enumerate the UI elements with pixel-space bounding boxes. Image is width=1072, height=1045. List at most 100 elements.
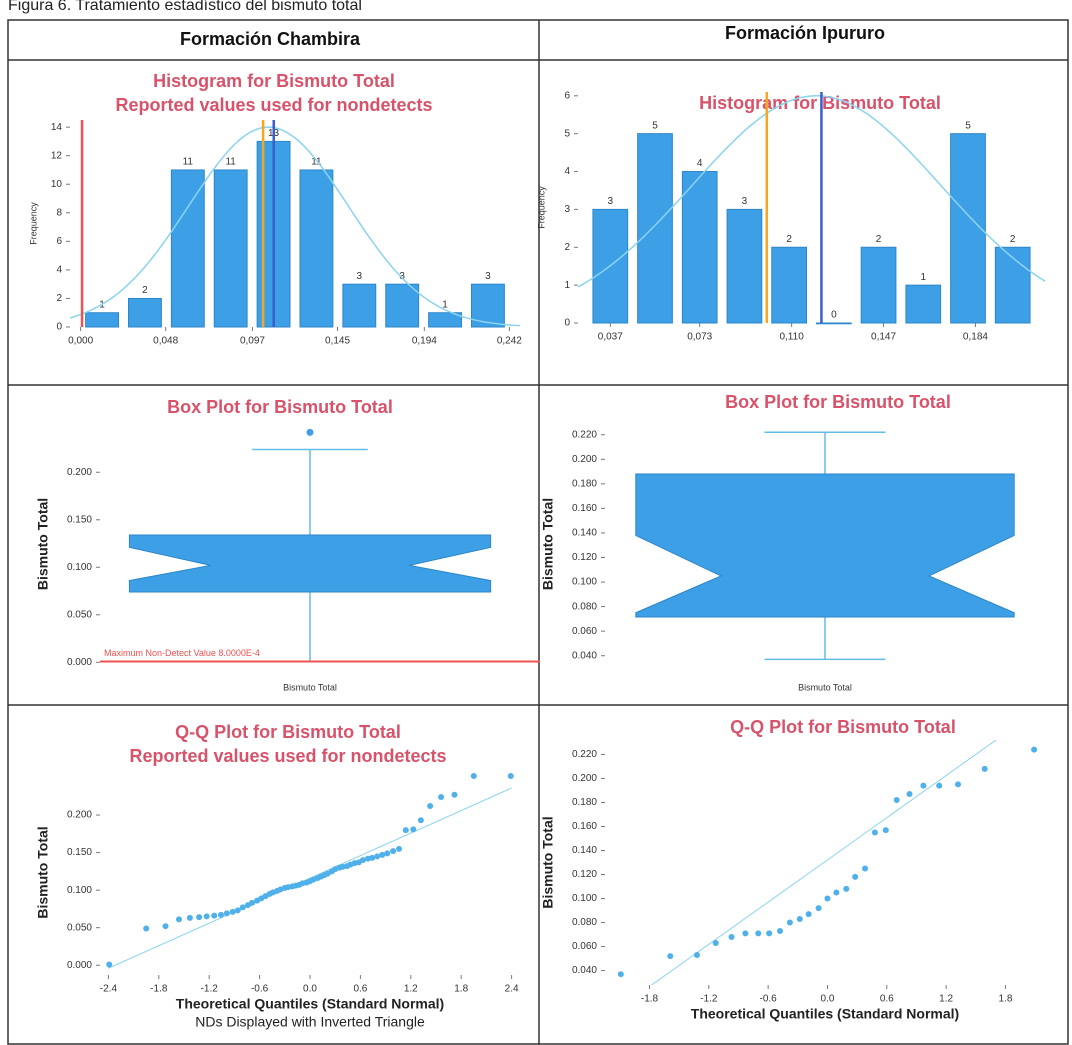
bar-value-label: 3	[608, 196, 614, 207]
point	[384, 850, 391, 857]
x-tick-label: -1.2	[201, 984, 219, 995]
point	[427, 803, 434, 810]
point	[507, 773, 514, 780]
point	[893, 797, 900, 804]
point	[234, 907, 241, 914]
y-tick-label: 0.220	[572, 749, 597, 760]
x-tick-label: -0.6	[251, 984, 269, 995]
y-tick-label: 4	[56, 265, 62, 276]
bar-value-label: 11	[311, 157, 322, 168]
point	[777, 927, 784, 934]
point	[667, 953, 674, 960]
x-tick-label: 0.6	[353, 984, 367, 995]
non-detect-label: Maximum Non-Detect Value 8.0000E-4	[104, 648, 260, 658]
y-tick-label: 0.080	[572, 917, 597, 928]
bar-value-label: 2	[142, 285, 148, 296]
y-tick-label: 1	[564, 280, 570, 291]
y-tick-label: 0.100	[572, 577, 597, 588]
y-tick-label: 0.200	[67, 810, 92, 821]
x-tick-label: 0,097	[240, 336, 265, 347]
x-tick-label: 0,110	[779, 332, 804, 343]
caption: Figura 6. Tratamiento estadístico del bi…	[8, 0, 362, 14]
x-tick-label: 0.0	[821, 994, 835, 1005]
point	[417, 817, 424, 824]
y-tick-label: 0.120	[572, 552, 597, 563]
point	[451, 791, 458, 798]
point	[871, 829, 878, 836]
point	[815, 905, 822, 912]
y-tick-label: 0.150	[67, 514, 92, 525]
y-tick-label: 0.060	[572, 626, 597, 637]
y-tick-label: 0	[564, 318, 570, 329]
point	[755, 930, 762, 937]
notched-box	[128, 534, 492, 593]
outlier	[306, 428, 314, 436]
point	[369, 854, 376, 861]
chart-title: Q-Q Plot for Bismuto Total	[175, 722, 401, 742]
point	[211, 912, 218, 919]
notched-box	[635, 473, 1015, 618]
point	[143, 925, 150, 932]
bar-value-label: 3	[357, 271, 363, 282]
x-tick-label: 0,037	[598, 332, 623, 343]
y-tick-label: 0.040	[572, 965, 597, 976]
x-axis-title: Theoretical Quantiles (Standard Normal)	[176, 996, 444, 1012]
y-tick-label: 6	[56, 236, 62, 247]
bar	[771, 246, 807, 324]
bar	[170, 169, 205, 328]
chart-title: Histogram for Bismuto Total	[153, 71, 395, 91]
bar-value-label: 2	[1010, 234, 1016, 245]
bar	[128, 297, 162, 328]
bar	[994, 246, 1031, 324]
point	[920, 782, 927, 789]
x-tick-label: 0,184	[963, 332, 988, 343]
x-axis-title: Bismuto Total	[283, 682, 337, 692]
bar-value-label: 11	[183, 157, 194, 168]
x-tick-label: 0,000	[68, 336, 93, 347]
y-tick-label: 8	[56, 207, 62, 218]
x-tick-label: 0,073	[687, 332, 712, 343]
point	[1031, 746, 1038, 753]
y-tick-label: 6	[564, 90, 570, 101]
point	[766, 930, 773, 937]
bar	[85, 312, 120, 328]
x-axis-title: Theoretical Quantiles (Standard Normal)	[691, 1006, 959, 1022]
chart-subtitle: Reported values used for nondetects	[115, 95, 432, 115]
x-tick-label: 0,242	[497, 336, 522, 347]
y-tick-label: 0.160	[572, 821, 597, 832]
normal-curve	[578, 95, 1045, 288]
bar-value-label: 5	[965, 120, 971, 131]
x-tick-label: 0,145	[325, 336, 350, 347]
x-tick-label: 0,147	[871, 332, 896, 343]
normal-curve	[70, 126, 520, 327]
chart-title: Box Plot for Bismuto Total	[167, 397, 393, 417]
point	[728, 933, 735, 940]
y-tick-label: 0.200	[572, 454, 597, 465]
y-tick-label: 2	[56, 293, 62, 304]
x-tick-label: 1.2	[939, 994, 953, 1005]
bar	[681, 171, 718, 324]
column-header: Formación Ipururo	[725, 23, 885, 43]
point	[796, 915, 803, 922]
bar	[385, 283, 420, 328]
y-tick-label: 0.100	[67, 885, 92, 896]
y-tick-label: 0.140	[572, 845, 597, 856]
point	[954, 781, 961, 788]
bar-value-label: 0	[831, 310, 837, 321]
chart-title: Q-Q Plot for Bismuto Total	[730, 717, 956, 737]
reference-line	[650, 740, 997, 985]
bar-value-label: 11	[225, 157, 236, 168]
point	[239, 904, 246, 911]
x-tick-label: -1.8	[150, 984, 168, 995]
point	[217, 911, 224, 918]
y-tick-label: 0.180	[572, 797, 597, 808]
point	[410, 826, 417, 833]
bar	[860, 246, 897, 324]
x-axis-note: NDs Displayed with Inverted Triangle	[195, 1014, 425, 1030]
point	[936, 782, 943, 789]
y-tick-label: 0.000	[67, 960, 92, 971]
point	[438, 794, 445, 801]
y-tick-label: 3	[564, 204, 570, 215]
point	[223, 910, 230, 917]
point	[742, 930, 749, 937]
